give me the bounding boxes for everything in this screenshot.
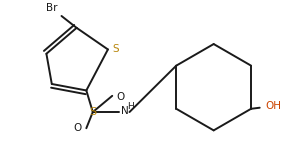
Text: N: N [121,106,129,116]
Text: S: S [89,107,96,117]
Text: S: S [112,44,119,54]
Text: O: O [74,123,82,133]
Text: O: O [116,92,125,102]
Text: H: H [127,102,134,111]
Text: OH: OH [265,101,281,111]
Text: Br: Br [46,3,58,13]
